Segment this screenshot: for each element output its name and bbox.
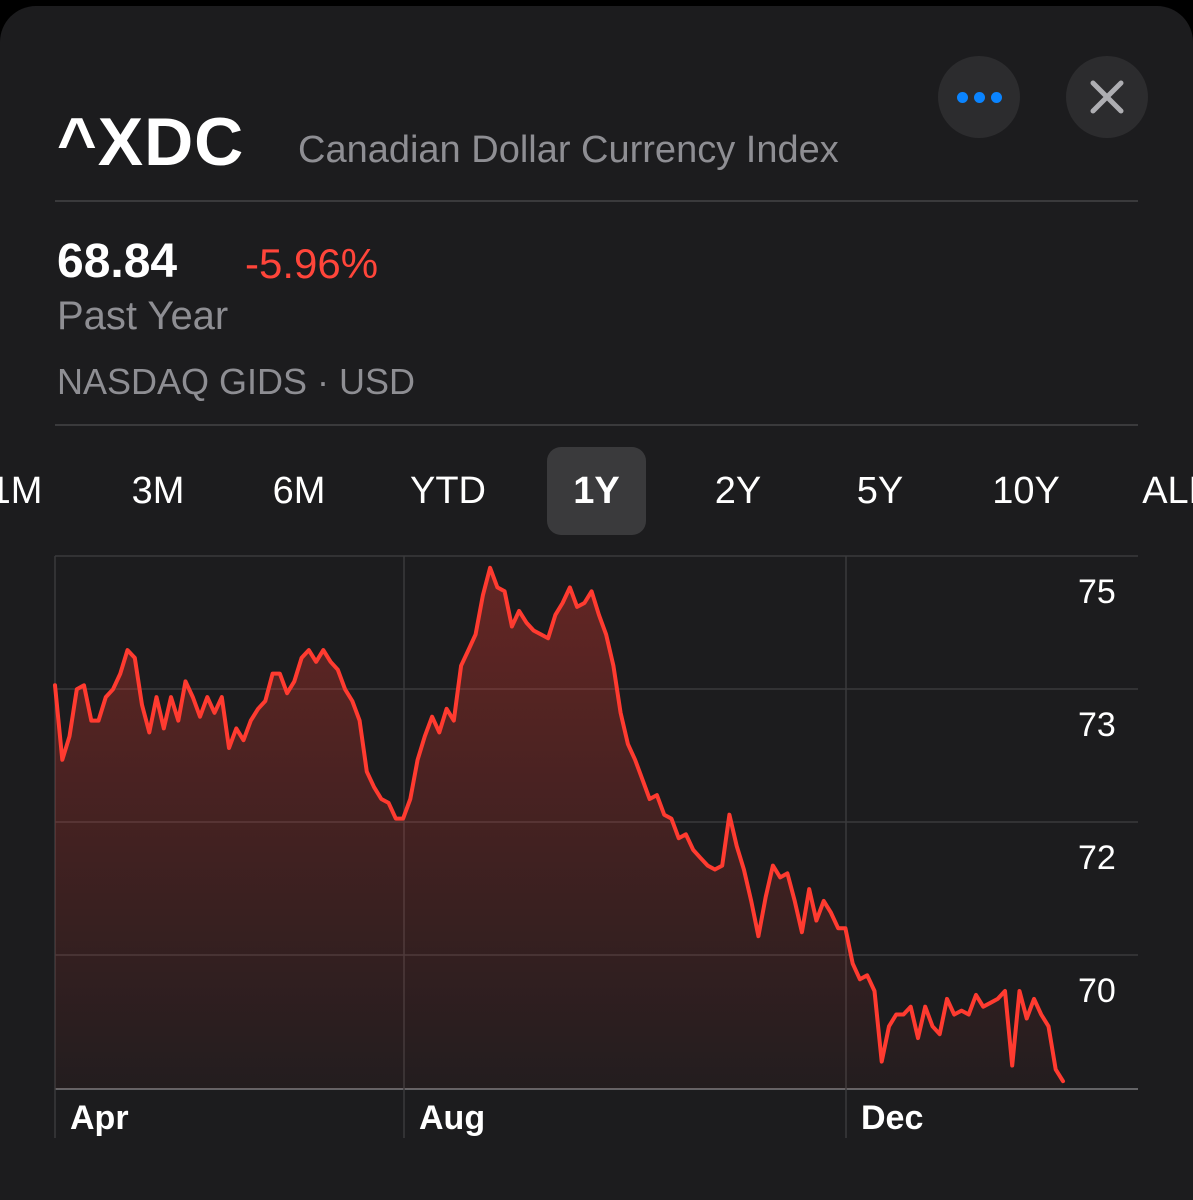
price-change: -5.96% <box>245 240 379 287</box>
range-tab-1y[interactable]: 1Y <box>547 447 646 535</box>
y-tick-label: 70 <box>1078 972 1116 1010</box>
x-tick-label: Aug <box>419 1099 485 1137</box>
range-tab-1m[interactable]: 1M <box>0 470 43 512</box>
range-tab-ytd[interactable]: YTD <box>410 470 486 512</box>
x-tick-label: Dec <box>861 1099 923 1137</box>
range-tab-10y[interactable]: 10Y <box>992 470 1060 512</box>
chart-series-line <box>53 565 1065 1084</box>
range-tab-6m[interactable]: 6M <box>272 470 326 512</box>
close-icon <box>1090 80 1124 114</box>
header-divider <box>55 200 1138 202</box>
info-divider <box>55 424 1138 426</box>
more-button[interactable] <box>938 56 1020 138</box>
close-button[interactable] <box>1066 56 1148 138</box>
range-tab-5y[interactable]: 5Y <box>856 470 904 512</box>
ellipsis-icon <box>956 91 1002 103</box>
y-tick-label: 75 <box>1078 573 1116 611</box>
exchange-label: NASDAQ GIDS · USD <box>57 361 416 402</box>
company-name: Canadian Dollar Currency Index <box>298 129 839 171</box>
range-tab-all[interactable]: ALL <box>1142 470 1193 512</box>
time-range-selector: 1M 3M 6M YTD 1Y 2Y 5Y 10Y ALL <box>0 441 1193 541</box>
y-axis-labels: 75 73 72 70 <box>1078 573 1116 1010</box>
ticker-symbol: ^XDC <box>57 104 245 180</box>
y-tick-label: 73 <box>1078 706 1116 744</box>
price-chart[interactable]: 75 73 72 70 Apr Aug Dec <box>0 548 1193 1148</box>
stock-detail-card: ^XDC Canadian Dollar Currency Index 68.8… <box>0 6 1193 1200</box>
y-tick-label: 72 <box>1078 839 1116 877</box>
range-tab-3m[interactable]: 3M <box>131 470 185 512</box>
current-price: 68.84 <box>57 235 178 288</box>
period-label: Past Year <box>57 294 229 338</box>
x-tick-label: Apr <box>70 1099 129 1137</box>
range-tab-2y[interactable]: 2Y <box>714 470 762 512</box>
chart-area-fill <box>55 567 1063 1089</box>
x-axis-labels: Apr Aug Dec <box>70 1099 923 1137</box>
